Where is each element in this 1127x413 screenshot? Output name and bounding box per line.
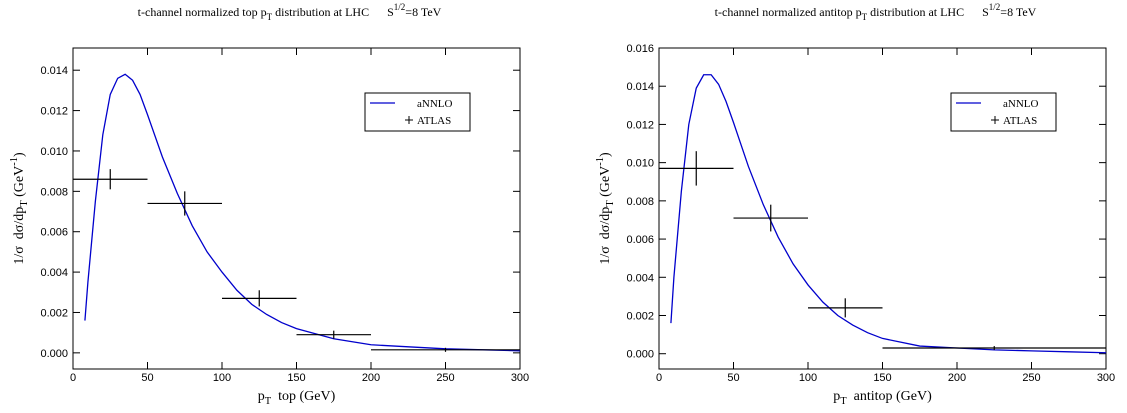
legend-marker [991,116,999,124]
chart-title-part: t-channel normalized antitop p [715,5,862,19]
legend-marker [405,116,413,124]
chart-title-part: t-channel normalized top p [138,5,267,19]
y-axis-label-part: ) [598,152,613,157]
y-tick-label: 0.012 [626,119,654,131]
x-tick-label: 250 [436,372,454,384]
y-tick-label: 0.002 [40,307,68,319]
x-tick-label: 300 [511,372,529,384]
x-tick-label: 200 [948,372,966,384]
y-tick-label: 0.010 [626,158,654,170]
x-tick-label: 150 [873,372,891,384]
chart-title-part: =8 TeV [405,5,441,19]
y-tick-label: 0.008 [40,186,68,198]
y-tick-label: 0.012 [40,106,68,118]
y-axis-label: 1/σ dσ/dpT (GeV-1) [595,152,616,265]
y-tick-label: 0.008 [626,196,654,208]
y-axis-label-part: (GeV [598,166,613,201]
chart-title-part: T [862,12,868,22]
chart-title-part: distribution at LHC S [867,5,989,19]
y-axis-label-part: T [605,200,616,207]
x-axis-label: pT antitop (GeV) [833,389,932,407]
y-axis-label-part: T [19,200,30,207]
y-tick-label: 0.000 [40,348,68,360]
y-tick-label: 0.014 [626,81,654,93]
x-axis-label-part: antitop (GeV) [847,389,932,404]
y-axis-label-part: -1 [595,157,606,166]
x-axis-label-part: T [840,396,847,407]
x-axis-label-part: top (GeV) [271,389,335,404]
y-tick-label: 0.006 [626,234,654,246]
y-axis-label-part: 1/σ dσ/dp [598,207,613,265]
chart-title-part: distribution at LHC S [272,5,394,19]
legend-label: aNNLO [1003,98,1038,110]
x-tick-label: 50 [727,372,739,384]
x-tick-label: 150 [287,372,305,384]
x-tick-label: 100 [213,372,231,384]
y-axis-label-part: -1 [9,157,20,166]
y-axis-label-part: 1/σ dσ/dp [12,207,27,265]
x-axis-label-part: p [833,389,840,404]
legend-box [950,92,1057,132]
x-axis-label-part: p [258,389,265,404]
chart-title: t-channel normalized antitop pT distribu… [715,2,1037,22]
x-tick-label: 300 [1097,372,1115,384]
y-axis-label-part: ) [12,152,27,157]
x-tick-label: 0 [70,372,76,384]
y-tick-label: 0.006 [40,227,68,239]
y-tick-label: 0.000 [626,349,654,361]
y-axis-label-part: (GeV [12,166,27,201]
y-axis-label: 1/σ dσ/dpT (GeV-1) [9,152,30,265]
legend-label: aNNLO [417,98,452,110]
y-tick-label: 0.014 [40,65,68,77]
x-axis-label: pT top (GeV) [258,389,336,407]
y-tick-label: 0.002 [626,311,654,323]
x-tick-label: 50 [141,372,153,384]
chart-title-part: =8 TeV [1000,5,1036,19]
x-axis-label-part: T [265,396,272,407]
x-tick-label: 100 [799,372,817,384]
chart-title-part: T [267,12,273,22]
x-tick-label: 0 [656,372,662,384]
y-tick-label: 0.004 [40,267,68,279]
chart-title-part: 1/2 [989,2,1001,12]
x-tick-label: 250 [1022,372,1040,384]
chart-title-part: 1/2 [394,2,406,12]
y-tick-label: 0.010 [40,146,68,158]
legend-label: ATLAS [1003,115,1037,127]
legend-box [364,92,471,132]
legend-label: ATLAS [417,115,451,127]
x-tick-label: 200 [362,372,380,384]
y-tick-label: 0.016 [626,43,654,55]
y-tick-label: 0.004 [626,272,654,284]
curve [84,73,521,352]
chart-title: t-channel normalized top pT distribution… [138,2,442,22]
